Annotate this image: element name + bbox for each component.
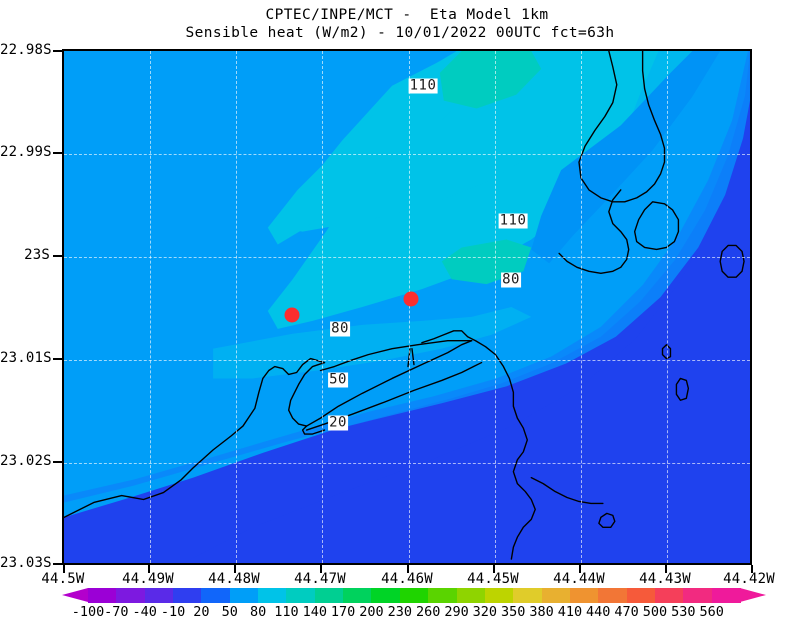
colorbar-label-440: 440 (586, 604, 611, 620)
colorbar-cell-410[interactable] (569, 588, 599, 603)
colorbar-label-320: 320 (472, 604, 498, 620)
y-axis-label-1: 22.99S (0, 144, 52, 160)
x-tick-mark (665, 565, 667, 573)
colorbar-label-500: 500 (642, 604, 668, 620)
colorbar-cell-290[interactable] (456, 588, 486, 603)
colorbar-cell-200[interactable] (371, 588, 401, 603)
colorbar-label-140: 140 (302, 604, 327, 620)
x-axis-label-5: 44.45W (467, 571, 519, 587)
y-axis-label-0: 22.98S (0, 42, 52, 58)
chart-title-block: CPTEC/INPE/MCT - Eta Model 1km Sensible … (0, 6, 800, 42)
colorbar-label-290: 290 (444, 604, 469, 620)
y-tick-mark (53, 152, 62, 154)
contour-label-110-east: 110 (498, 212, 528, 229)
colorbar-cell--70[interactable] (116, 588, 146, 603)
x-tick-mark (234, 565, 236, 573)
x-axis-label-6: 44.44W (553, 571, 605, 587)
colorbar[interactable]: -100 -70 -40 -10 20 50 80 110 140 170 200 230 260 290… (0, 588, 800, 620)
colorbar-label-80: 80 (249, 604, 267, 620)
station-marker-right[interactable] (403, 291, 419, 307)
x-axis-label-1: 44.49W (122, 571, 174, 587)
colorbar-label-20: 20 (193, 604, 210, 620)
chart-title-line-2: Sensible heat (W/m2) - 10/01/2022 00UTC … (185, 25, 615, 41)
map-plot-area[interactable]: 110 110 80 80 50 20 (62, 49, 752, 565)
colorbar-label-260: 260 (415, 604, 441, 620)
colorbar-cell-350[interactable] (513, 588, 543, 603)
colorbar-label-560: 560 (699, 604, 724, 620)
x-tick-mark (493, 565, 495, 573)
colorbar-cell-500[interactable] (654, 588, 684, 603)
colorbar-label-350: 350 (501, 604, 526, 620)
y-tick-mark (53, 563, 62, 565)
x-axis-label-8: 44.42W (723, 571, 775, 587)
contour-label-80-east: 80 (501, 271, 521, 288)
colorbar-cell-380[interactable] (541, 588, 571, 603)
y-axis-label-3: 23.01S (0, 350, 52, 366)
y-tick-mark (53, 50, 62, 52)
colorbar-label-380: 380 (529, 604, 554, 620)
x-axis-label-2: 44.48W (208, 571, 260, 587)
colorbar-label-470: 470 (614, 604, 639, 620)
colorbar-over-arrow (740, 588, 766, 602)
y-tick-mark (53, 358, 62, 360)
colorbar-cell-110[interactable] (286, 588, 316, 603)
colorbar-label-530: 530 (671, 604, 696, 620)
colorbar-label-170: 170 (330, 604, 356, 620)
x-axis-label-0: 44.5W (41, 571, 85, 587)
colorbar-cell-530[interactable] (683, 588, 713, 603)
y-axis (0, 0, 58, 618)
chart-title-line-1: CPTEC/INPE/MCT - Eta Model 1km (265, 7, 549, 23)
colorbar-label--10: -10 (160, 604, 186, 620)
colorbar-label-110: 110 (274, 604, 299, 620)
y-tick-mark (53, 255, 62, 257)
x-tick-mark (63, 565, 65, 573)
colorbar-cell-50[interactable] (229, 588, 259, 603)
colorbar-cell-260[interactable] (428, 588, 458, 603)
colorbar-cell-440[interactable] (598, 588, 628, 603)
y-tick-mark (53, 461, 62, 463)
colorbar-cell--40[interactable] (144, 588, 174, 603)
x-axis-label-4: 44.46W (381, 571, 433, 587)
contour-label-20-bay: 20 (328, 414, 348, 431)
station-marker-left[interactable] (284, 307, 300, 323)
colorbar-cell-80[interactable] (258, 588, 288, 603)
colorbar-cell-20[interactable] (201, 588, 231, 603)
colorbar-label--70: -70 (104, 604, 129, 620)
colorbar-under-arrow (62, 588, 88, 602)
colorbar-label--100: -100 (71, 604, 105, 620)
colorbar-label-200: 200 (359, 604, 384, 620)
colorbar-cell-140[interactable] (314, 588, 344, 603)
contour-label-80-bay: 80 (330, 320, 350, 337)
contour-label-110-north: 110 (408, 77, 438, 94)
x-tick-mark (751, 565, 753, 573)
y-axis-label-5: 23.03S (0, 555, 52, 571)
x-tick-mark (407, 565, 409, 573)
y-axis-label-2: 23S (24, 247, 50, 263)
colorbar-label-50: 50 (221, 604, 238, 620)
colorbar-cell-230[interactable] (399, 588, 429, 603)
sensible-heat-field (64, 51, 750, 563)
colorbar-cell-470[interactable] (626, 588, 656, 603)
colorbar-cell-170[interactable] (343, 588, 373, 603)
x-axis-label-3: 44.47W (294, 571, 346, 587)
colorbar-label-230: 230 (387, 604, 413, 620)
x-axis-label-7: 44.43W (639, 571, 691, 587)
colorbar-label--40: -40 (132, 604, 157, 620)
colorbar-cell--100[interactable] (88, 588, 117, 603)
colorbar-cell-320[interactable] (484, 588, 514, 603)
x-tick-mark (320, 565, 322, 573)
x-tick-mark (148, 565, 150, 573)
colorbar-cell--10[interactable] (173, 588, 202, 603)
contour-label-50-bay: 50 (328, 371, 348, 388)
colorbar-cell-560[interactable] (711, 588, 741, 603)
y-axis-label-4: 23.02S (0, 453, 52, 469)
x-tick-mark (579, 565, 581, 573)
colorbar-label-410: 410 (557, 604, 583, 620)
